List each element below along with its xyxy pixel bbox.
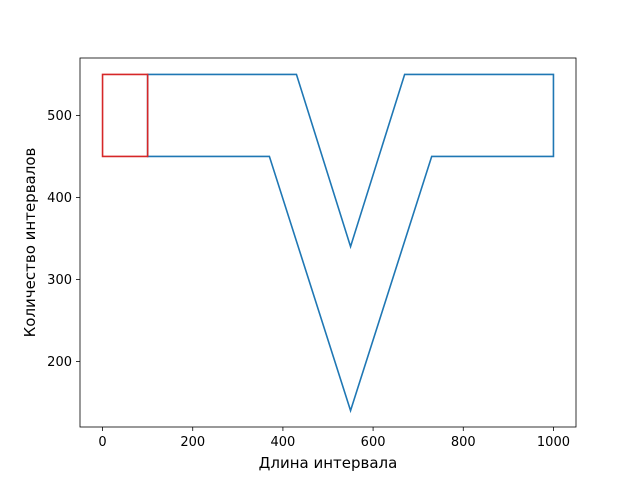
series-layer	[101, 73, 555, 414]
series-line-2	[101, 73, 149, 158]
x-tick-label-3: 600	[361, 435, 386, 450]
y-tick-label-0: 200	[47, 355, 72, 370]
x-tick-label-5: 1000	[537, 435, 570, 450]
plot-frame	[79, 57, 577, 428]
y-axis: 200 300 400 500	[47, 109, 80, 370]
x-tick-label-0: 0	[98, 435, 106, 450]
y-axis-label: Количество интервалов	[21, 148, 39, 338]
x-tick-label-2: 400	[270, 435, 295, 450]
y-tick-label-3: 500	[47, 109, 72, 124]
x-tick-label-4: 800	[451, 435, 476, 450]
y-tick-label-1: 300	[47, 273, 72, 288]
x-tick-label-1: 200	[180, 435, 205, 450]
x-axis: 0 200 400 600 800 1000	[98, 427, 570, 450]
x-axis-label: Длина интервала	[259, 454, 398, 472]
series-line-1	[146, 73, 555, 414]
y-tick-label-2: 400	[47, 191, 72, 206]
